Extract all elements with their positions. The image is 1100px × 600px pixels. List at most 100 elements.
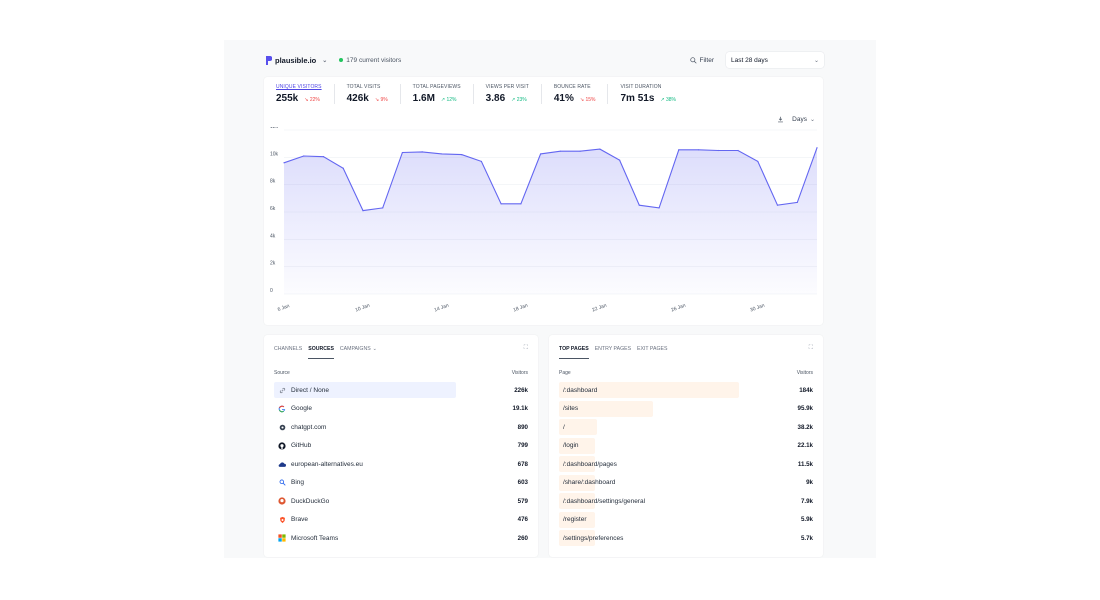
expand-icon[interactable]: ⛶: [808, 345, 813, 351]
source-row[interactable]: chatgpt.com 890: [274, 418, 528, 437]
data-point: [717, 149, 719, 152]
page-row[interactable]: /:dashboard/pages 11.5k: [559, 455, 813, 474]
metric-label: TOTAL PAGEVIEWS: [412, 84, 461, 90]
row-label: Microsoft Teams: [274, 534, 338, 542]
row-value: 95.9k: [797, 405, 813, 413]
row-bar: [559, 456, 595, 472]
duckduckgo-icon: [278, 497, 286, 505]
page-row[interactable]: /settings/preferences 5.7k: [559, 529, 813, 548]
row-label: /register: [559, 516, 586, 523]
row-label-text: Microsoft Teams: [291, 534, 339, 542]
data-point: [382, 207, 384, 209]
site-switcher[interactable]: plausible.io ⌄: [266, 55, 327, 65]
row-label-text: /:dashboard/pages: [563, 460, 617, 468]
source-row[interactable]: GitHub 799: [274, 437, 528, 456]
metric-total-visits[interactable]: TOTAL VISITS 426k ↘ 9%: [335, 84, 401, 104]
row-value: 890: [517, 423, 528, 431]
source-row[interactable]: Direct / None 226k: [274, 381, 528, 400]
metric-bounce-rate[interactable]: BOUNCE RATE 41% ↘ 15%: [542, 84, 609, 104]
data-point: [776, 204, 779, 206]
tab-top-pages[interactable]: TOP PAGES: [559, 346, 589, 359]
metric-change: ↘ 9%: [375, 97, 388, 103]
y-tick-label: 10k: [270, 151, 279, 157]
interval-picker[interactable]: Days ⌄: [777, 116, 815, 123]
date-range-select[interactable]: Last 28 days ⌄: [726, 52, 824, 68]
metric-change: ↗ 23%: [511, 97, 527, 103]
tab-sources[interactable]: SOURCES: [308, 346, 334, 359]
metric-views-per-visit[interactable]: VIEWS PER VISIT 3.86 ↗ 23%: [474, 84, 542, 104]
page-row[interactable]: /share/:dashboard 9k: [559, 474, 813, 493]
interval-label: Days: [792, 116, 807, 123]
row-label-text: DuckDuckGo: [291, 497, 330, 505]
metric-unique-visitors[interactable]: UNIQUE VISITORS 255k ↘ 22%: [264, 84, 335, 104]
arrow-down-right-icon: ↘: [304, 97, 310, 103]
sources-card: CHANNELS SOURCES CAMPAIGNS ⌄ ⛶ Source Visit…: [264, 335, 538, 557]
data-point: [796, 201, 798, 204]
y-tick-label: 4k: [270, 233, 276, 239]
source-row[interactable]: Brave 476: [274, 511, 528, 530]
data-point: [441, 153, 443, 155]
tab-campaigns[interactable]: CAMPAIGNS ⌄: [340, 346, 377, 359]
arrow-up-right-icon: ↗: [660, 97, 666, 103]
page-row[interactable]: /login 22.1k: [559, 437, 813, 456]
y-tick-label: 12k: [270, 127, 279, 130]
row-label-text: GitHub: [291, 442, 312, 450]
arrow-down-right-icon: ↘: [374, 97, 381, 103]
data-point: [480, 160, 483, 163]
data-point: [283, 162, 285, 164]
source-row[interactable]: european-alternatives.eu 678: [274, 455, 528, 474]
row-label: /sites: [559, 405, 578, 412]
metric-change: ↗ 12%: [441, 97, 457, 103]
x-tick-label: 14 Jan: [434, 303, 450, 314]
page-row[interactable]: / 38.2k: [559, 418, 813, 437]
row-value: 799: [517, 442, 528, 450]
metric-value: 426k: [346, 93, 369, 104]
download-icon[interactable]: [777, 116, 784, 123]
row-label-text: Google: [291, 405, 312, 413]
y-tick-label: 2k: [270, 261, 276, 267]
metric-total-pageviews[interactable]: TOTAL PAGEVIEWS 1.6M ↗ 12%: [401, 84, 474, 104]
page-row[interactable]: /:dashboard/settings/general 7.9k: [559, 492, 813, 511]
metric-value-row: 1.6M ↗ 12%: [413, 93, 461, 104]
row-label-text: /sites: [563, 405, 579, 413]
chatgpt-icon: [278, 423, 286, 431]
filter-button[interactable]: Filter: [689, 57, 714, 64]
data-point: [500, 203, 502, 205]
data-point: [599, 148, 601, 150]
metric-value-row: 7m 51s ↗ 38%: [620, 93, 676, 104]
current-visitors[interactable]: 179 current visitors: [339, 57, 401, 64]
pages-card: TOP PAGES ENTRY PAGES EXIT PAGES ⛶ Page Vi…: [549, 335, 823, 557]
row-bar: [274, 382, 456, 398]
visitors-chart[interactable]: 0 2k 4k 6k 8k 10k 12k 6 Jan 10 Jan 14 Jan 18 Jan 22…: [264, 127, 823, 322]
source-row[interactable]: DuckDuckGo 579: [274, 492, 528, 511]
metric-change-value: 12%: [446, 97, 457, 103]
tab-entry-pages[interactable]: ENTRY PAGES: [594, 346, 632, 352]
series-line[interactable]: [283, 147, 818, 212]
expand-icon[interactable]: ⛶: [523, 345, 528, 351]
page-row[interactable]: /:dashboard 184k: [559, 381, 813, 400]
row-value: 476: [517, 516, 528, 524]
row-value: 11.5k: [797, 460, 813, 468]
metric-value: 3.86: [485, 93, 506, 104]
arrow-up-right-icon: ↗: [440, 97, 447, 103]
tab-channels[interactable]: CHANNELS: [274, 346, 303, 352]
arrow-down-right-icon: ↘: [579, 97, 586, 103]
metric-visit-duration[interactable]: VISIT DURATION 7m 51s ↗ 38%: [608, 84, 688, 104]
teams-icon: [278, 534, 286, 542]
metric-label: BOUNCE RATE: [553, 84, 591, 90]
metric-label: TOTAL VISITS: [346, 84, 381, 90]
row-label: GitHub: [274, 442, 311, 450]
page-row[interactable]: /register 5.9k: [559, 511, 813, 530]
source-row[interactable]: Google 19.1k: [274, 400, 528, 419]
data-point: [618, 159, 621, 161]
row-bar: [559, 530, 595, 546]
source-row[interactable]: Bing 603: [274, 474, 528, 493]
source-row[interactable]: Microsoft Teams 260: [274, 529, 528, 548]
metric-change-value: 22%: [309, 97, 320, 103]
page-row[interactable]: /sites 95.9k: [559, 400, 813, 419]
tab-exit-pages[interactable]: EXIT PAGES: [637, 346, 668, 352]
arrow-up-right-icon: ↗: [511, 97, 517, 103]
row-value: 5.9k: [800, 516, 813, 524]
metric-change-value: 38%: [666, 97, 677, 103]
cloud-icon: [278, 460, 286, 468]
